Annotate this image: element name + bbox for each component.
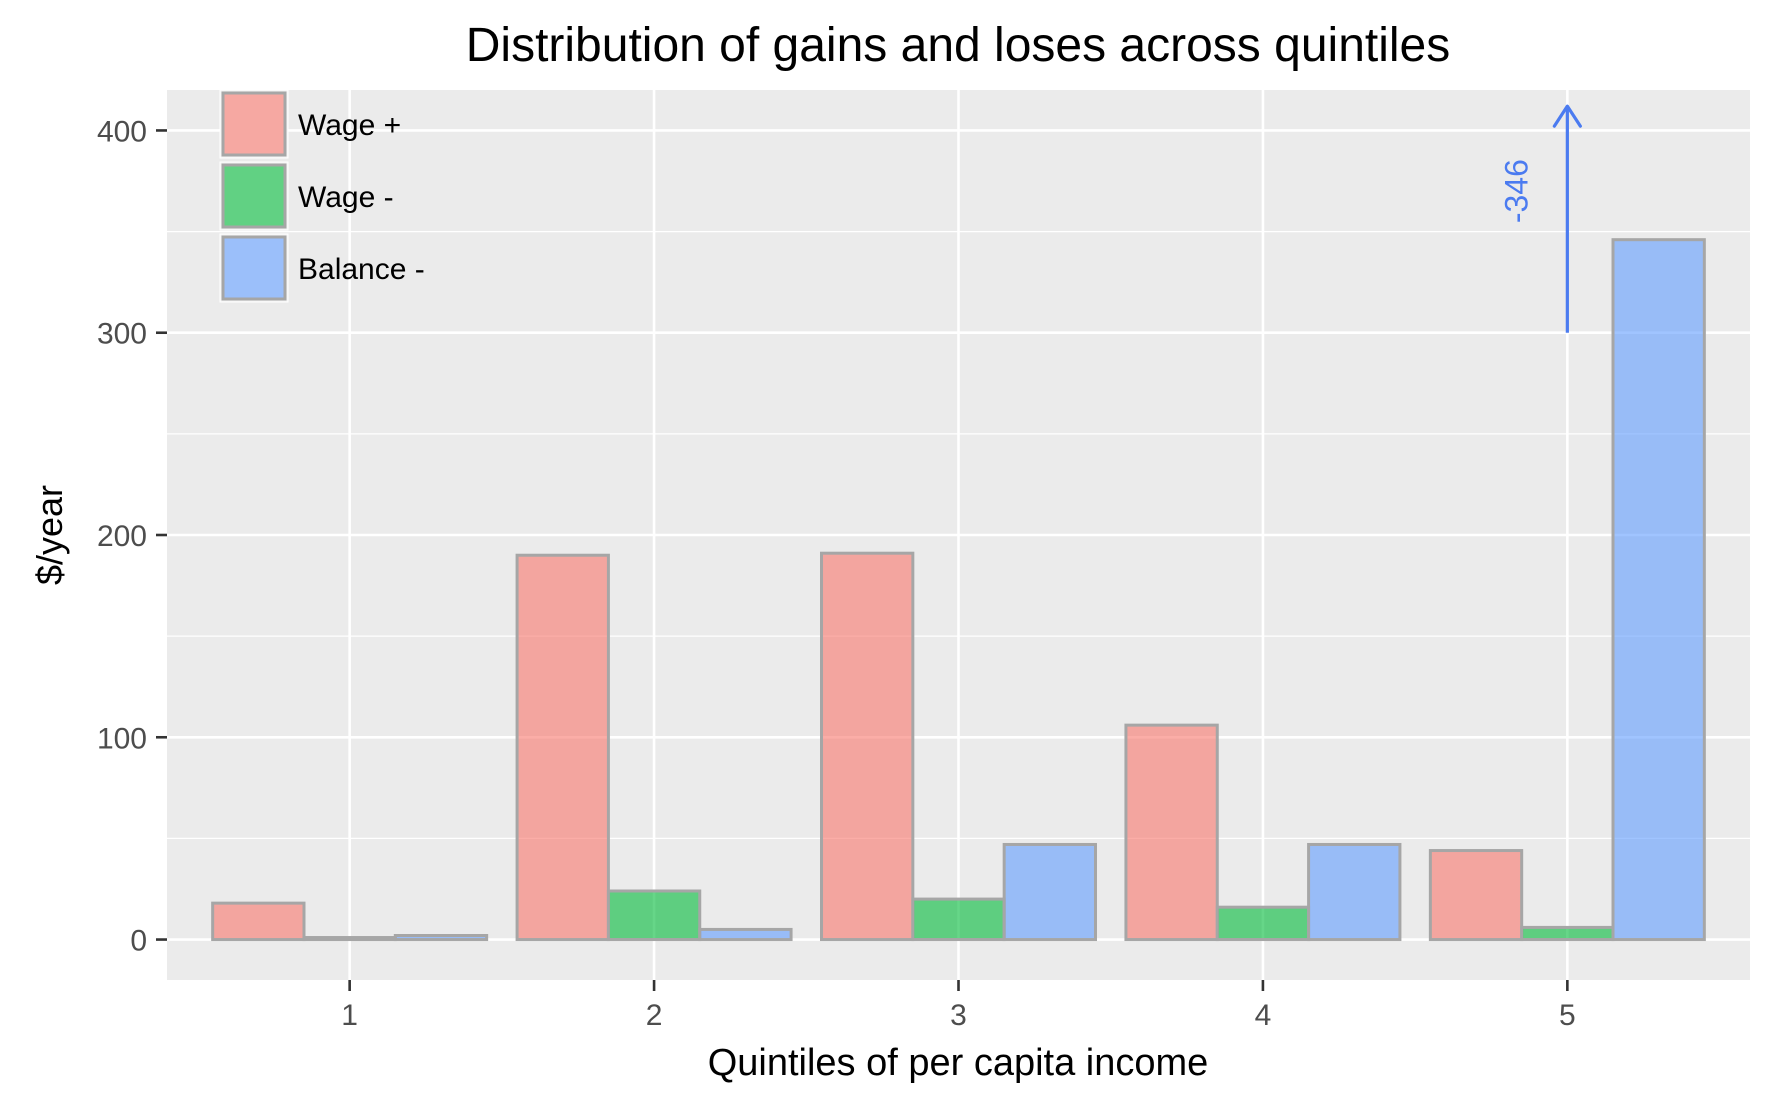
bar <box>302 936 397 942</box>
legend-swatch <box>221 235 287 301</box>
x-tick-label: 5 <box>1559 999 1576 1032</box>
x-tick-label: 4 <box>1255 999 1272 1032</box>
bar <box>698 927 793 942</box>
bar <box>515 553 610 942</box>
legend-label: Balance - <box>298 253 425 286</box>
x-tick-label: 2 <box>646 999 663 1032</box>
y-tick-label: 300 <box>97 318 147 351</box>
annotation-label: -346 <box>1498 159 1534 223</box>
bar <box>1520 925 1615 942</box>
y-tick-label: 400 <box>97 115 147 148</box>
chart-title: Distribution of gains and loses across q… <box>466 19 1451 72</box>
bar <box>911 897 1006 942</box>
legend-swatch <box>221 91 287 157</box>
y-axis-label: $/year <box>29 485 70 585</box>
legend-label: Wage - <box>298 181 394 214</box>
bar <box>1002 842 1097 942</box>
x-tick-label: 1 <box>341 999 358 1032</box>
y-tick-label: 0 <box>130 925 147 958</box>
bar <box>1215 905 1311 942</box>
annotation-arrowhead <box>1552 104 1582 128</box>
bar <box>1124 723 1219 942</box>
y-tick-label: 200 <box>97 520 147 553</box>
bar <box>1307 842 1402 942</box>
x-axis-label: Quintiles of per capita income <box>708 1042 1209 1084</box>
bar <box>393 934 489 942</box>
y-tick-label: 100 <box>97 722 147 755</box>
legend-label: Wage + <box>298 109 401 142</box>
bar <box>820 551 915 942</box>
legend-swatch <box>221 163 287 229</box>
x-tick-label: 3 <box>950 999 967 1032</box>
bar <box>1428 849 1524 942</box>
bar <box>1611 238 1706 942</box>
bar <box>211 901 306 942</box>
bar <box>606 889 702 942</box>
